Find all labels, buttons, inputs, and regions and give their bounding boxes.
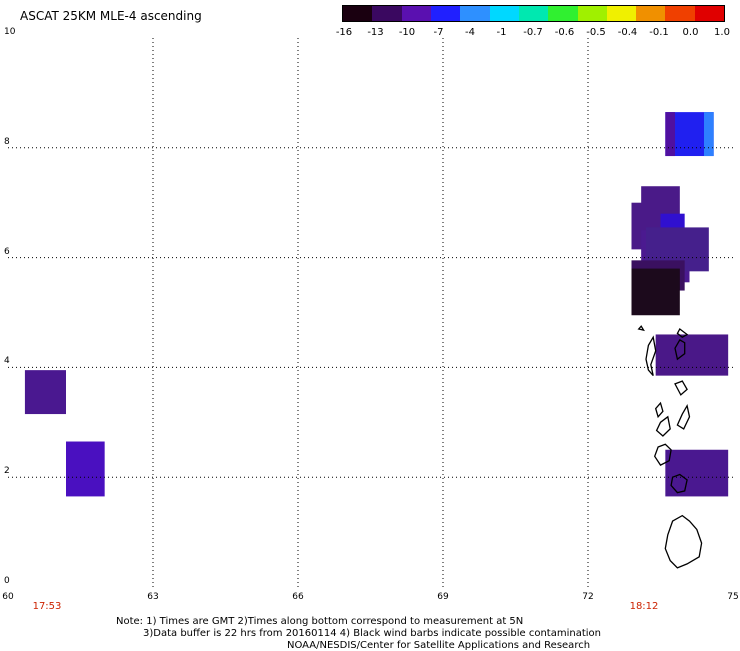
colorbar-label: -4 bbox=[465, 27, 475, 38]
colorbar-segment bbox=[548, 6, 578, 21]
colorbar-label: -0.6 bbox=[554, 27, 575, 38]
wind-swath-12 bbox=[655, 334, 729, 376]
island-coastline-5 bbox=[676, 404, 691, 430]
colorbar-label: -0.5 bbox=[586, 27, 606, 38]
colorbar-label: -16 bbox=[335, 27, 353, 38]
y-tick-label: 0 bbox=[4, 576, 10, 586]
colorbar-label: -7 bbox=[433, 27, 444, 38]
colorbar-segment bbox=[577, 6, 607, 21]
map-title: ASCAT 25KM MLE-4 ascending bbox=[20, 9, 202, 23]
y-tick-label: 2 bbox=[4, 466, 10, 477]
island-coastline-8 bbox=[674, 339, 686, 361]
island-coastline-1 bbox=[670, 473, 688, 494]
colorbar-segment bbox=[372, 6, 402, 21]
wind-swath-11 bbox=[631, 268, 680, 316]
y-tick-label: 6 bbox=[4, 246, 10, 257]
y-tick-label: 10 bbox=[4, 27, 16, 37]
note-line-1: Note: 1) Times are GMT 2)Times along bot… bbox=[116, 616, 524, 627]
colorbar-label: -0.1 bbox=[649, 27, 669, 38]
wind-swath-13 bbox=[665, 449, 729, 497]
x-tick-label: 75 bbox=[727, 592, 739, 602]
colorbar-segment bbox=[430, 6, 461, 21]
colorbar-label: -10 bbox=[398, 27, 416, 38]
colorbar-segment bbox=[489, 6, 519, 21]
island-coastline-2 bbox=[653, 443, 672, 466]
time-label-end: 18:12 bbox=[629, 601, 659, 612]
island-coastline-6 bbox=[674, 380, 688, 396]
colorbar-segment bbox=[518, 6, 549, 21]
wind-swath-4 bbox=[704, 112, 714, 157]
colorbar-segment bbox=[343, 6, 373, 21]
colorbar-segment bbox=[460, 6, 490, 21]
note-line-3: NOAA/NESDIS/Center for Satellite Applica… bbox=[287, 640, 591, 651]
colorbar-segment bbox=[694, 6, 725, 21]
colorbar-segment bbox=[665, 6, 695, 21]
wind-swath-3 bbox=[665, 112, 675, 157]
colorbar-segment bbox=[401, 6, 431, 21]
note-line-2: 3)Data buffer is 22 hrs from 20160114 4)… bbox=[143, 628, 601, 639]
island-coastline-10 bbox=[637, 325, 645, 332]
island-coastline-7 bbox=[645, 335, 657, 377]
time-label-start: 17:53 bbox=[32, 601, 62, 612]
wind-swath-0 bbox=[24, 370, 67, 415]
y-tick-label: 4 bbox=[4, 356, 10, 367]
island-coastline-3 bbox=[655, 415, 671, 437]
y-tick-label: 8 bbox=[4, 136, 10, 147]
colorbar-label: 0.0 bbox=[682, 27, 699, 38]
x-tick-label: 69 bbox=[437, 592, 449, 602]
colorbar-label: -0.7 bbox=[523, 27, 543, 38]
colorbar-label: 1.0 bbox=[714, 27, 730, 38]
wind-swath-1 bbox=[66, 441, 105, 497]
colorbar-segment bbox=[606, 6, 637, 21]
colorbar-label: -13 bbox=[367, 27, 384, 38]
colorbar bbox=[342, 5, 725, 22]
island-coastline-9 bbox=[676, 328, 689, 338]
x-tick-label: 63 bbox=[147, 592, 159, 602]
island-coastline-4 bbox=[654, 401, 664, 419]
x-tick-label: 60 bbox=[2, 592, 14, 602]
x-tick-label: 66 bbox=[292, 592, 304, 602]
island-coastline-0 bbox=[664, 514, 703, 569]
colorbar-segment bbox=[636, 6, 666, 21]
x-tick-label: 72 bbox=[582, 592, 594, 602]
colorbar-label: -1 bbox=[496, 27, 507, 38]
colorbar-label: -0.4 bbox=[617, 27, 638, 38]
